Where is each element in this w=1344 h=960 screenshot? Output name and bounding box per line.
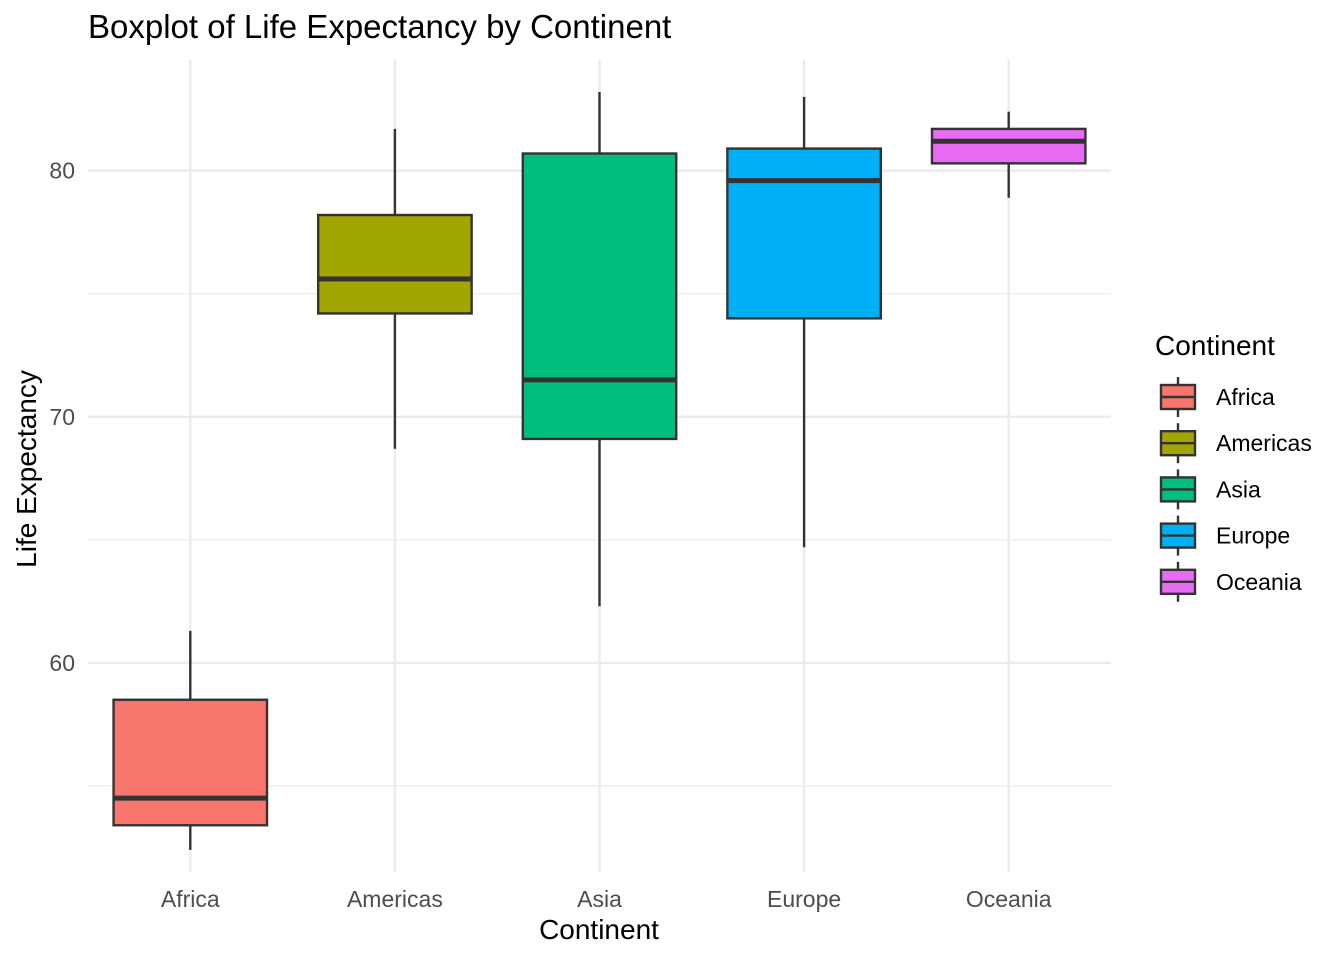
x-tick-label: Oceania xyxy=(966,886,1052,912)
x-tick-label: Europe xyxy=(767,886,841,912)
x-tick-label: Americas xyxy=(347,886,443,912)
legend-item-asia: Asia xyxy=(1159,469,1261,510)
boxes xyxy=(112,91,1087,850)
legend-title: Continent xyxy=(1155,330,1275,361)
x-tick-label: Asia xyxy=(577,886,622,912)
legend-label: Americas xyxy=(1216,430,1312,456)
box-europe xyxy=(726,96,883,548)
legend-label: Asia xyxy=(1216,476,1261,502)
legend: Continent Africa Americas Asia Europe Oceani… xyxy=(1155,330,1312,602)
legend-item-oceania: Oceania xyxy=(1159,561,1302,602)
box-iqr xyxy=(521,152,678,441)
y-tick-label: 60 xyxy=(49,650,75,676)
legend-item-americas: Americas xyxy=(1159,423,1312,464)
box-oceania xyxy=(930,111,1087,198)
box-iqr xyxy=(316,213,473,315)
y-axis-ticks: 60 70 80 xyxy=(49,158,75,676)
box-iqr xyxy=(726,147,883,320)
y-axis-title: Life Expectancy xyxy=(11,370,42,568)
legend-label: Europe xyxy=(1216,523,1290,549)
chart-title: Boxplot of Life Expectancy by Continent xyxy=(88,8,671,45)
legend-item-europe: Europe xyxy=(1159,515,1290,556)
y-tick-label: 80 xyxy=(49,158,75,184)
legend-label: Oceania xyxy=(1216,569,1302,595)
x-axis-ticks: Africa Americas Asia Europe Oceania xyxy=(161,886,1052,912)
box-iqr xyxy=(112,698,269,827)
y-tick-label: 70 xyxy=(49,404,75,430)
legend-item-africa: Africa xyxy=(1159,377,1275,417)
box-iqr xyxy=(930,127,1087,165)
legend-label: Africa xyxy=(1216,384,1275,410)
x-axis-title: Continent xyxy=(539,914,659,945)
x-tick-label: Africa xyxy=(161,886,220,912)
box-africa xyxy=(112,630,269,850)
box-americas xyxy=(316,128,473,449)
box-asia xyxy=(521,91,678,607)
